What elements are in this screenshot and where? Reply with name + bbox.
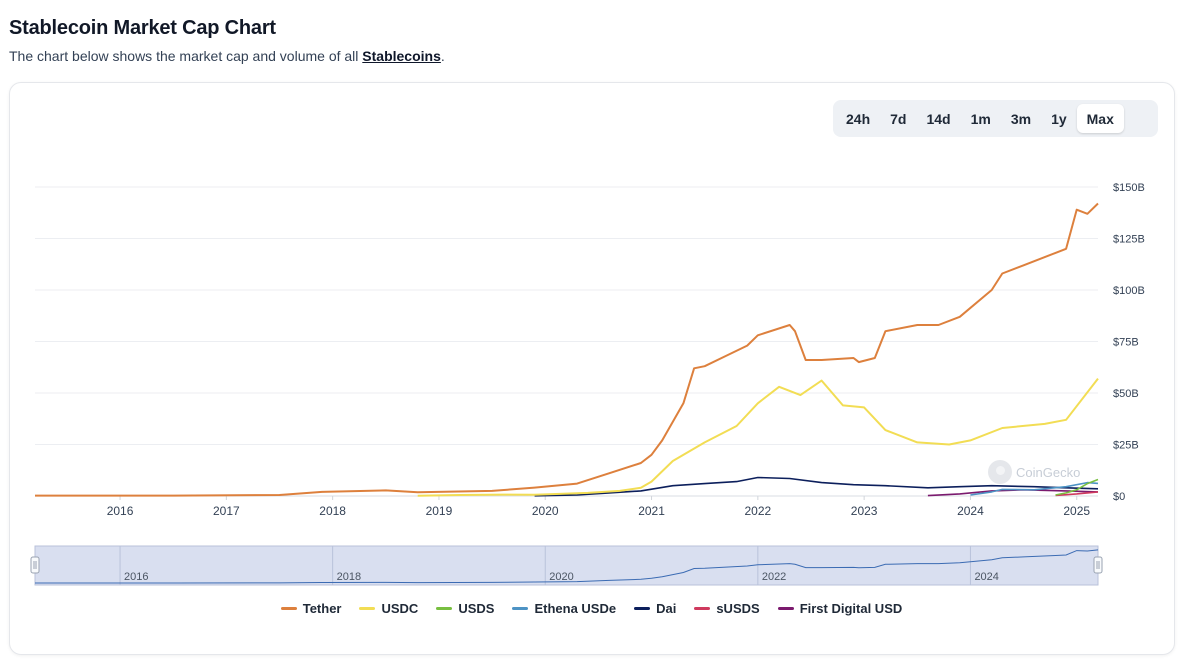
legend-item-usdc[interactable]: USDC xyxy=(359,601,418,616)
subtitle-text: The chart below shows the market cap and… xyxy=(9,48,363,64)
chart-card xyxy=(9,82,1175,655)
range-button-7d[interactable]: 7d xyxy=(880,104,916,133)
legend-swatch-susds xyxy=(694,607,711,610)
chart-legend: Tether USDC USDS Ethena USDe Dai sUSDS F… xyxy=(0,601,1183,616)
range-button-3m[interactable]: 3m xyxy=(1001,104,1041,133)
range-button-1y[interactable]: 1y xyxy=(1041,104,1077,133)
legend-swatch-first-digital-usd xyxy=(777,607,794,610)
subtitle-period: . xyxy=(440,48,445,64)
legend-swatch-tether xyxy=(280,607,297,610)
legend-swatch-usdc xyxy=(359,607,376,610)
page-title: Stablecoin Market Cap Chart xyxy=(9,17,276,39)
legend-swatch-dai xyxy=(634,607,651,610)
legend-item-tether[interactable]: Tether xyxy=(280,601,342,616)
legend-item-dai[interactable]: Dai xyxy=(634,601,676,616)
page-subtitle: The chart below shows the market cap and… xyxy=(9,48,445,64)
legend-swatch-ethena-usde xyxy=(512,607,529,610)
legend-label-dai: Dai xyxy=(656,601,677,616)
legend-item-ethena-usde[interactable]: Ethena USDe xyxy=(512,601,616,616)
legend-label-first-digital-usd: First Digital USD xyxy=(799,601,903,616)
legend-label-susds: sUSDS xyxy=(716,601,760,616)
legend-item-first-digital-usd[interactable]: First Digital USD xyxy=(777,601,903,616)
watermark-text: CoinGecko xyxy=(1016,464,1081,480)
legend-label-usdc: USDC xyxy=(381,601,419,616)
range-button-14d[interactable]: 14d xyxy=(916,104,960,133)
legend-label-ethena-usde: Ethena USDe xyxy=(534,601,617,616)
coingecko-logo-icon xyxy=(988,460,1012,484)
stablecoins-link[interactable]: Stablecoins xyxy=(362,48,441,64)
legend-item-usds[interactable]: USDS xyxy=(436,601,494,616)
legend-swatch-usds xyxy=(436,607,453,610)
range-button-1m[interactable]: 1m xyxy=(961,104,1001,133)
time-range-selector: 24h 7d 14d 1m 3m 1y Max xyxy=(833,100,1158,137)
legend-label-usds: USDS xyxy=(458,601,495,616)
range-button-max[interactable]: Max xyxy=(1076,104,1124,133)
range-button-24h[interactable]: 24h xyxy=(836,104,880,133)
coingecko-watermark: CoinGecko xyxy=(988,460,1080,484)
legend-item-susds[interactable]: sUSDS xyxy=(694,601,760,616)
legend-label-tether: Tether xyxy=(302,601,342,616)
